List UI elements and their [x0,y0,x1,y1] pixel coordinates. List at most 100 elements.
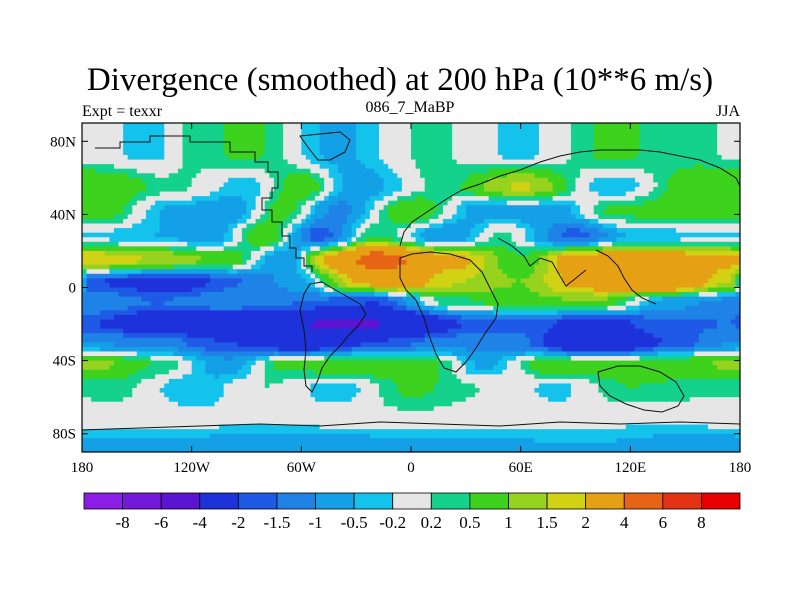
contour-cell [548,228,567,234]
contour-cell [315,255,325,261]
contour-cell [397,232,412,238]
contour-cell [465,369,503,375]
contour-cell [360,223,371,229]
contour-cell [502,369,526,375]
contour-cell [182,356,197,362]
contour-cell [296,205,302,211]
contour-cell [269,356,325,362]
contour-cell [86,287,138,293]
contour-cell [264,127,284,133]
contour-cell [351,209,366,215]
contour-cell [685,305,740,311]
contour-cell [639,182,659,188]
contour-cell [132,209,147,215]
contour-cell [82,214,115,220]
contour-cell [283,150,302,156]
contour-cell [127,173,156,179]
contour-cell [356,383,380,389]
contour-cell [337,282,348,289]
contour-cell [260,191,270,197]
contour-cell [557,269,718,275]
contour-cell [452,154,503,161]
contour-cell [383,196,398,202]
contour-cell [255,360,266,366]
contour-cell [82,177,142,183]
contour-cell [379,150,412,156]
contour-cell [123,141,165,147]
contour-cell [602,392,740,398]
contour-cell [666,186,740,193]
contour-cell [548,282,567,289]
colorbar-swatch [315,492,355,510]
contour-cell [305,260,312,266]
colorbar-label: 6 [659,513,668,532]
contour-cell [653,346,695,353]
contour-cell [529,287,554,293]
contour-cell [570,145,595,152]
contour-cell [324,282,330,289]
x-tick-label: 180 [71,460,94,476]
contour-cell [347,218,357,225]
contour-cell [278,241,284,247]
contour-cell [730,319,740,325]
contour-cell [310,264,316,270]
contour-cell [82,383,138,389]
contour-cell [223,383,266,389]
contour-cell [570,127,595,133]
north-america-coastline [95,135,313,272]
contour-cell [534,241,554,247]
contour-cell [639,145,718,152]
contour-cell [648,296,663,302]
contour-cell [415,164,695,170]
contour-cell [689,397,740,403]
contour-cell [529,223,554,229]
contour-cell [273,273,302,279]
contour-cell [717,324,737,330]
contour-cell [264,145,284,152]
contour-cell [269,196,280,202]
contour-cell [552,241,590,247]
contour-cell [447,305,494,311]
contour-cell [251,241,270,247]
contour-cell [219,397,316,403]
contour-cell [548,255,558,261]
contour-cell [415,196,426,202]
contour-cell [662,337,700,343]
contour-cell [269,241,280,247]
contour-cell [182,337,216,343]
contour-cell [123,132,165,138]
contour-cell [82,196,133,202]
contour-cell [187,241,225,247]
contour-cell [255,196,270,202]
contour-cell [168,173,197,179]
contour-cell [420,296,435,302]
x-tick-label: 60E [509,460,533,476]
contour-cell [82,401,179,407]
contour-cell [82,200,129,206]
contour-cell [493,287,531,293]
contour-cell [315,200,321,206]
contour-cell [516,241,535,247]
contour-cell [113,214,129,220]
contour-cell [191,369,206,375]
contour-cell [123,209,133,215]
contour-cell [602,223,618,229]
contour-cell [264,136,284,142]
contour-cell [223,136,266,142]
contour-cell [534,438,618,444]
contour-cell [593,209,604,215]
contour-cell [520,278,545,284]
contour-cell [223,150,266,156]
contour-cell [525,237,535,243]
contour-cell [223,287,289,293]
contour-cell [333,232,344,238]
contour-cell [470,228,485,234]
contour-cell [379,145,412,152]
contour-cell [634,214,740,220]
contour-cell [283,136,302,142]
contour-cell [315,196,325,202]
contour-cell [301,232,312,238]
contour-cell [82,218,124,225]
contour-cell [730,273,737,279]
contour-cell [484,264,499,270]
